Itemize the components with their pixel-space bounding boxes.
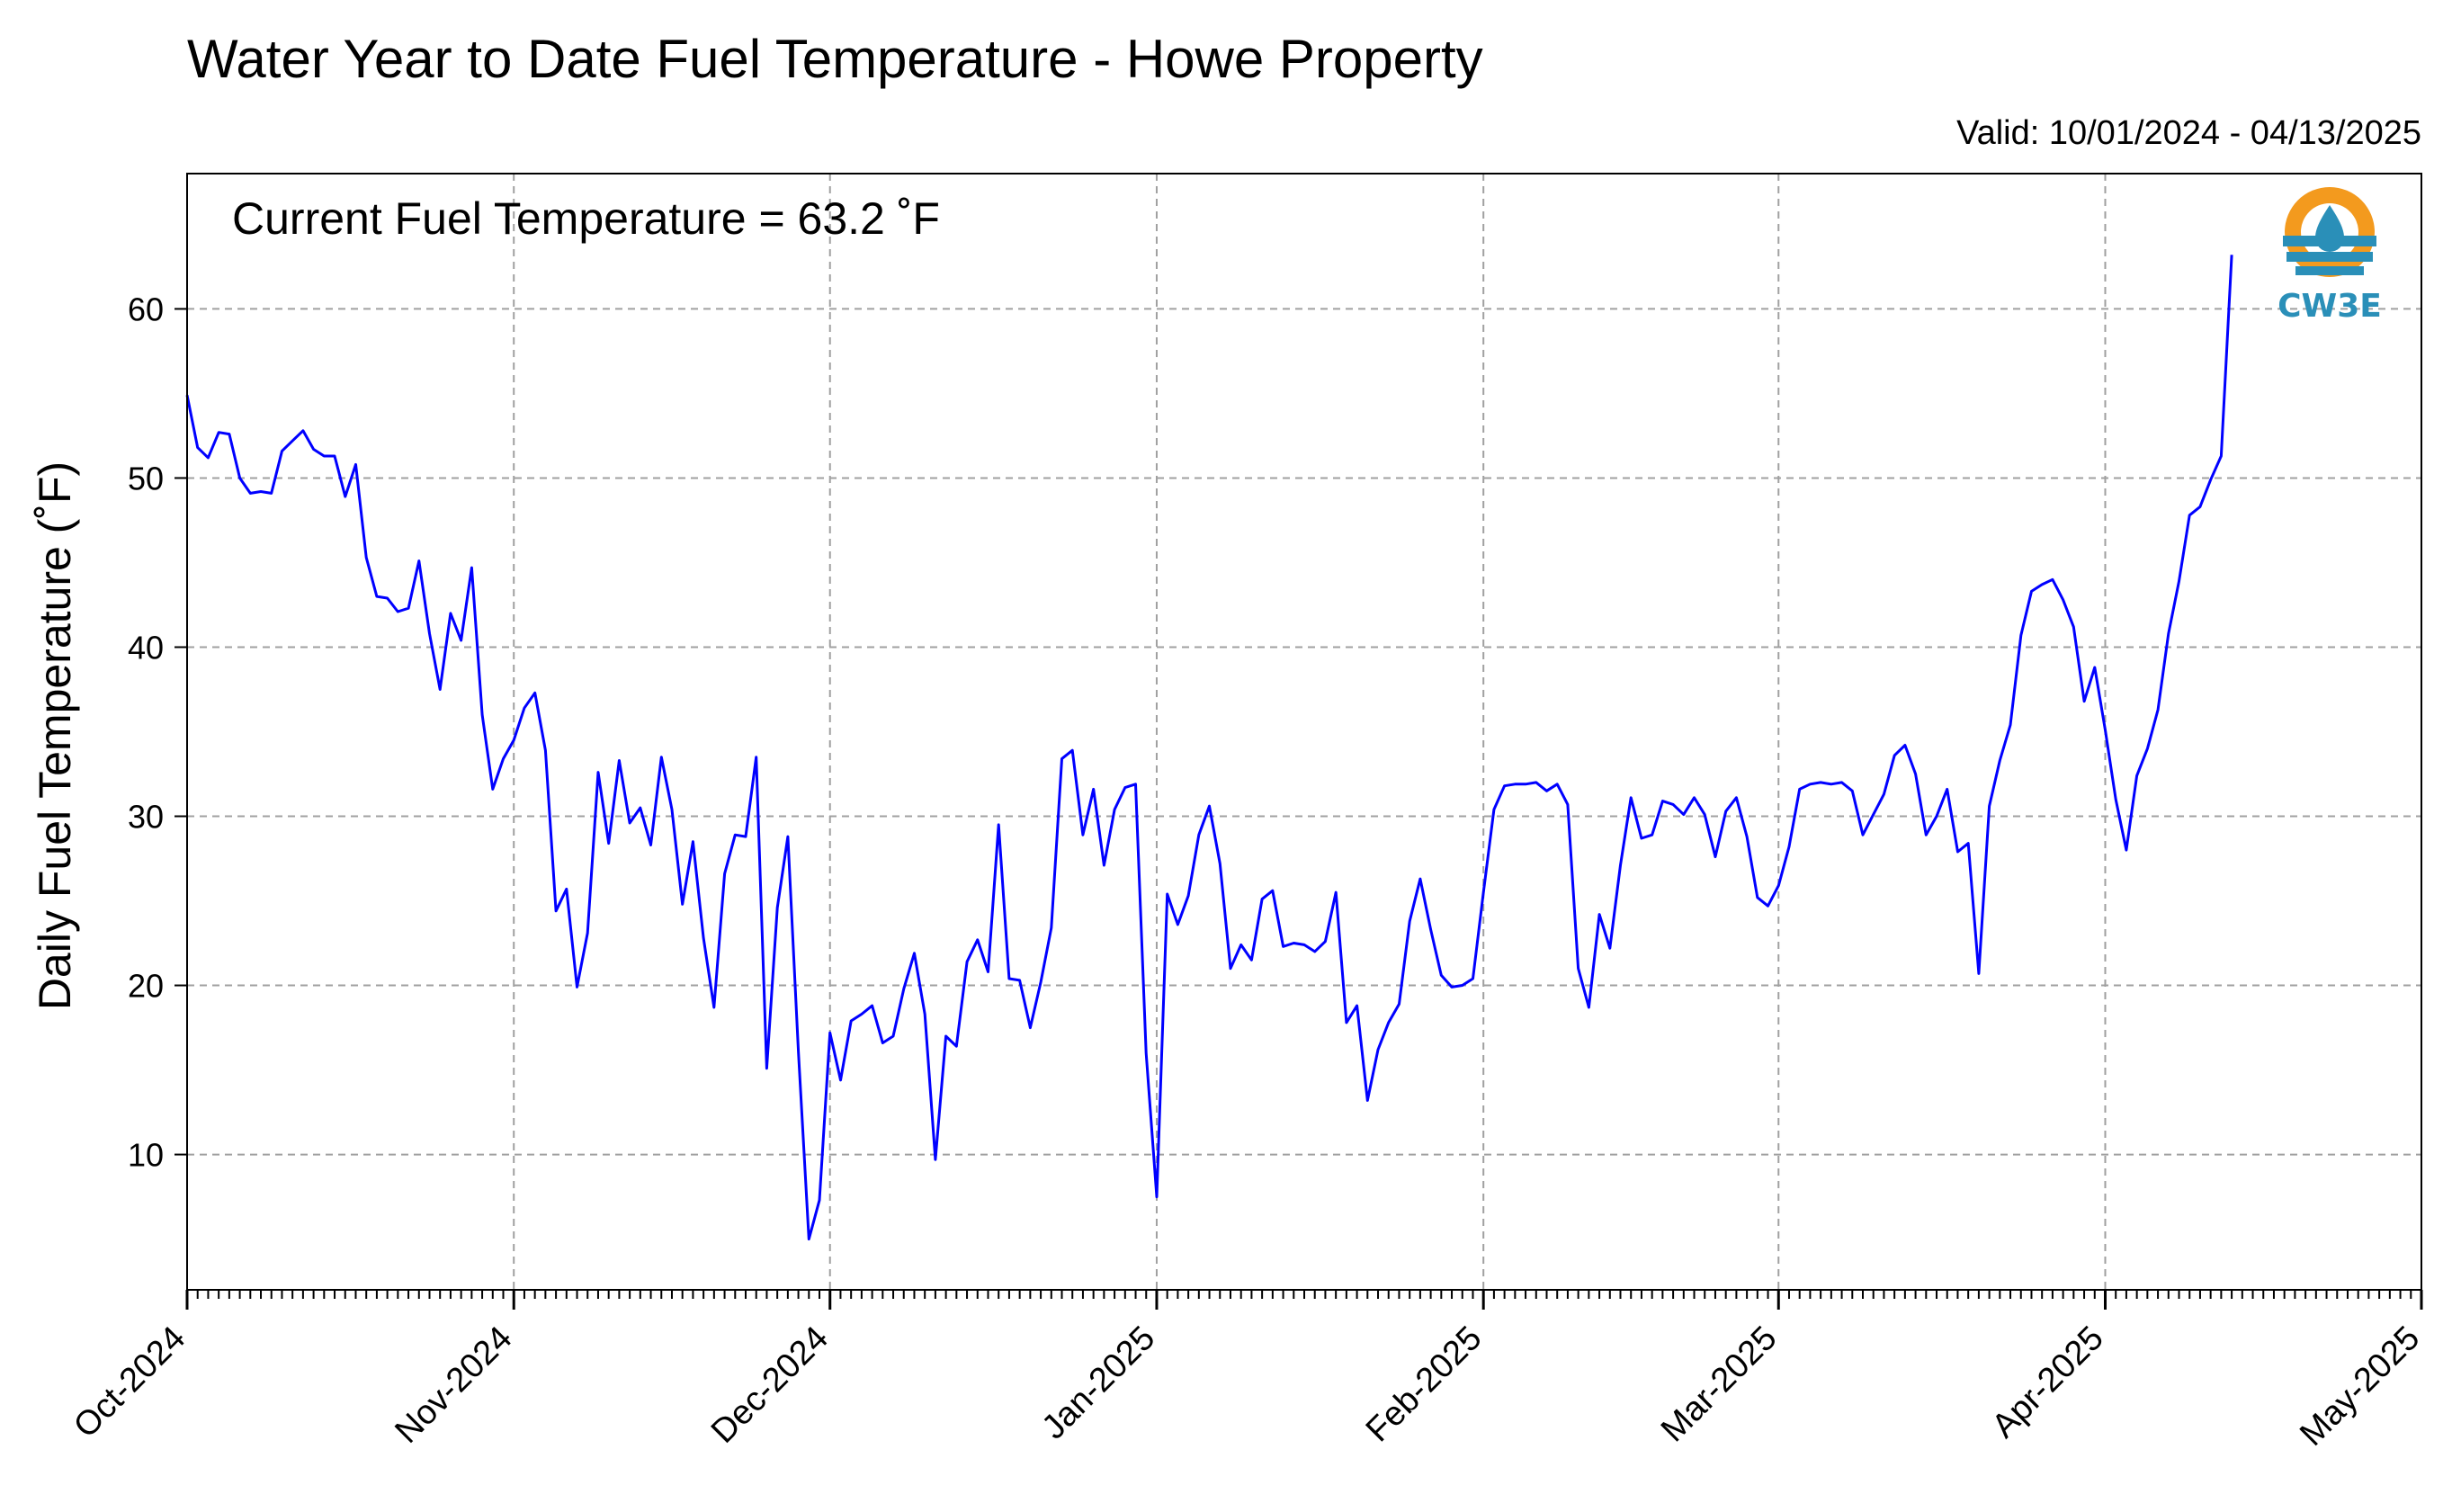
data-series <box>185 255 2233 1241</box>
y-axis-label: Daily Fuel Temperature (˚F) <box>30 461 80 1010</box>
logo-wave-3 <box>2295 266 2364 275</box>
cw3e-logo: CW3E <box>2277 187 2382 325</box>
chart-title: Water Year to Date Fuel Temperature - Ho… <box>187 29 1483 89</box>
current-temperature-annotation: Current Fuel Temperature = 63.2 ˚F <box>232 193 940 244</box>
y-tick-label: 50 <box>128 460 164 497</box>
y-tick-label: 10 <box>128 1137 164 1174</box>
logo-wave-2 <box>2286 252 2373 262</box>
y-tick-label: 20 <box>128 968 164 1005</box>
logo-text: CW3E <box>2277 288 2382 325</box>
y-tick-label: 30 <box>128 799 164 836</box>
valid-date-range: Valid: 10/01/2024 - 04/13/2025 <box>1956 114 2421 152</box>
y-tick-label: 60 <box>128 291 164 327</box>
y-axis: 10 20 30 40 50 60 <box>128 291 187 1174</box>
logo-drop-icon <box>2315 205 2344 252</box>
y-tick-label: 40 <box>128 629 164 666</box>
series-line <box>185 255 2233 1241</box>
